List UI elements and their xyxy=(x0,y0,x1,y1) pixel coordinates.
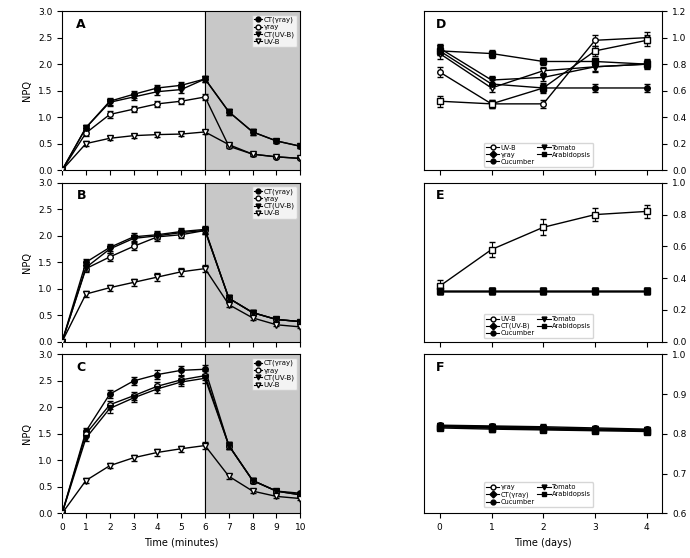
Text: C: C xyxy=(77,361,86,374)
Legend: CT(γray), γray, CT(UV-B), UV-B: CT(γray), γray, CT(UV-B), UV-B xyxy=(252,186,297,219)
Y-axis label: NPQ: NPQ xyxy=(23,252,32,273)
Y-axis label: NPQ: NPQ xyxy=(23,80,32,101)
Bar xyxy=(205,11,300,170)
Y-axis label: NPQ: NPQ xyxy=(23,424,32,444)
Text: F: F xyxy=(436,361,444,374)
Text: B: B xyxy=(77,189,86,202)
Bar xyxy=(205,183,300,341)
Text: A: A xyxy=(77,17,86,31)
Legend: UV-B, CT(UV-B), Cucumber, Tomato, Arabidopsis: UV-B, CT(UV-B), Cucumber, Tomato, Arabid… xyxy=(484,314,593,338)
Text: D: D xyxy=(436,17,446,31)
Legend: CT(γray), γray, CT(UV-B), UV-B: CT(γray), γray, CT(UV-B), UV-B xyxy=(252,15,297,47)
X-axis label: Time (minutes): Time (minutes) xyxy=(144,538,219,547)
Text: E: E xyxy=(436,189,444,202)
Bar xyxy=(205,354,300,513)
Legend: γray, CT(γray), Cucumber, Tomato, Arabidopsis: γray, CT(γray), Cucumber, Tomato, Arabid… xyxy=(484,482,593,507)
Legend: CT(γray), γray, CT(UV-B), UV-B: CT(γray), γray, CT(UV-B), UV-B xyxy=(252,358,297,390)
Legend: UV-B, γray, Cucumber, Tomato, Arabidopsis: UV-B, γray, Cucumber, Tomato, Arabidopsi… xyxy=(484,143,593,167)
X-axis label: Time (days): Time (days) xyxy=(515,538,572,547)
